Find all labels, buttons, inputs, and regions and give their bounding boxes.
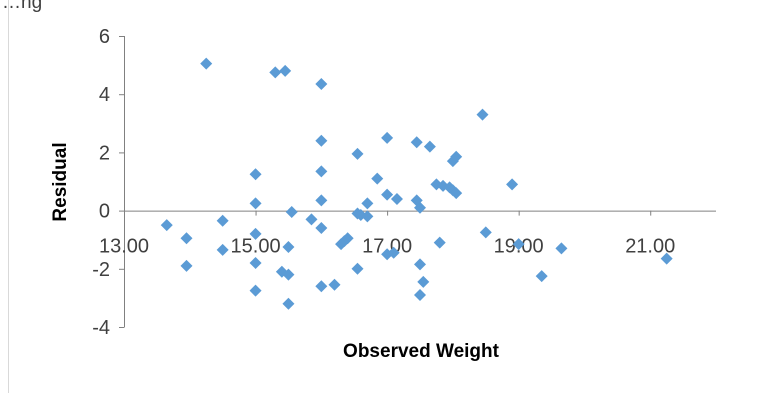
data-point <box>410 136 423 149</box>
data-point <box>249 168 262 181</box>
data-point <box>535 270 548 283</box>
data-point <box>371 172 384 185</box>
x-tick-label: 21.00 <box>625 236 675 258</box>
data-point <box>479 226 492 239</box>
y-tick-label: 0 <box>99 201 110 223</box>
data-point <box>414 288 426 301</box>
data-point <box>285 206 298 219</box>
data-point <box>305 213 318 226</box>
data-point <box>269 66 282 79</box>
data-point <box>249 284 262 297</box>
data-point <box>328 278 341 291</box>
data-point <box>341 232 354 245</box>
data-point <box>351 147 364 160</box>
data-point <box>476 108 489 121</box>
data-point <box>315 280 328 293</box>
data-point <box>506 178 519 191</box>
data-point <box>361 210 374 223</box>
y-tick-label: -4 <box>92 317 110 339</box>
x-tick-label: 13.00 <box>99 236 149 258</box>
chart-title: …ng <box>2 0 42 13</box>
x-tick-label: 15.00 <box>231 236 281 258</box>
y-axis-ticks: -4 -2 0 2 4 6 <box>92 26 125 339</box>
data-point <box>282 240 295 253</box>
data-point <box>417 275 430 288</box>
data-point <box>200 57 213 70</box>
data-point <box>381 188 394 201</box>
x-axis-title: Observed Weight <box>343 341 500 362</box>
data-point <box>180 259 193 272</box>
data-point <box>351 262 364 275</box>
data-point <box>315 134 328 147</box>
data-point <box>414 258 426 271</box>
data-point <box>315 78 328 91</box>
y-tick-label: 4 <box>99 84 110 106</box>
data-point <box>423 140 436 153</box>
data-point <box>660 252 673 265</box>
data-point <box>282 297 295 310</box>
data-point <box>315 165 328 178</box>
data-point <box>390 192 403 205</box>
y-axis-title: Residual <box>50 142 71 221</box>
data-point <box>249 197 262 210</box>
y-axis: -4 -2 0 2 4 6 <box>92 26 125 339</box>
data-point <box>216 214 229 227</box>
y-tick-label: 2 <box>99 142 110 164</box>
data-point <box>249 256 262 269</box>
data-point <box>180 232 193 245</box>
data-point <box>282 268 295 281</box>
data-point <box>249 227 262 240</box>
y-tick-label: 6 <box>99 26 110 48</box>
data-point <box>216 243 229 256</box>
data-point <box>160 219 173 232</box>
data-points <box>160 57 673 310</box>
data-point <box>279 64 292 77</box>
data-point <box>414 201 426 214</box>
y-tick-label: -2 <box>92 259 110 281</box>
data-point <box>315 194 328 207</box>
data-point <box>361 197 374 210</box>
data-point <box>315 222 328 235</box>
data-point <box>450 150 463 163</box>
data-point <box>450 187 463 200</box>
x-tick-label: 17.00 <box>362 236 412 258</box>
data-point <box>387 246 400 259</box>
data-point <box>381 131 394 144</box>
data-point <box>512 238 525 251</box>
data-point <box>555 242 568 255</box>
data-point <box>433 236 446 249</box>
